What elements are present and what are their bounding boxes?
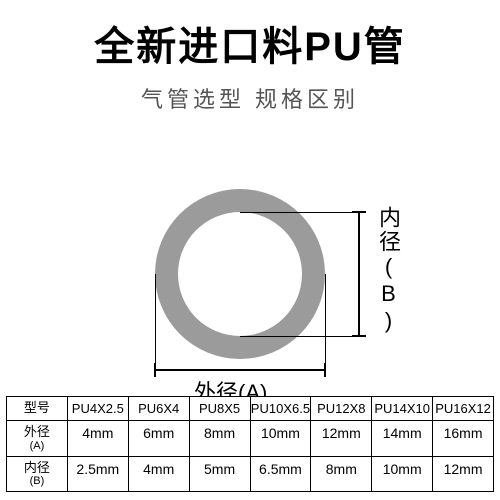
table-cell: PU6X4 <box>128 397 189 420</box>
table-cell: 16mm <box>432 420 493 455</box>
page-title: 全新进口料PU管 <box>0 0 500 72</box>
page: 全新进口料PU管 气管选型 规格区别 内径(B) 外径(A) 型号PU4X2.5… <box>0 0 500 500</box>
table-cell: 10mm <box>250 420 311 455</box>
outer-dim-line <box>155 369 325 371</box>
table-cell: 5mm <box>189 456 250 491</box>
table-cell: 4mm <box>128 456 189 491</box>
table-cell: 4mm <box>67 420 128 455</box>
table-cell: PU10X6.5 <box>250 397 311 420</box>
inner-dim-line <box>358 212 360 336</box>
table-cell: 10mm <box>371 456 432 491</box>
table-cell: 6mm <box>128 420 189 455</box>
table-cell: PU4X2.5 <box>67 397 128 420</box>
page-subtitle: 气管选型 规格区别 <box>0 82 500 114</box>
table-cell: 12mm <box>310 420 371 455</box>
inner-diameter-label: 内径(B) <box>372 206 404 335</box>
table-cell: 8mm <box>310 456 371 491</box>
outer-dim-ext-left <box>155 274 156 369</box>
spec-table: 型号PU4X2.5PU6X4PU8X5PU10X6.5PU12X8PU14X10… <box>6 396 494 492</box>
table-row-label: 型号 <box>7 397 67 420</box>
table-row-label: 内径(B) <box>7 456 67 491</box>
tube-cross-section-diagram: 内径(B) 外径(A) <box>0 124 500 404</box>
table-row-label: 外径(A) <box>7 420 67 455</box>
tube-inner-hole <box>178 212 302 336</box>
inner-dim-ext-bottom <box>240 336 358 337</box>
table-cell: 14mm <box>371 420 432 455</box>
outer-dim-ext-right <box>325 274 326 369</box>
table-cell: 2.5mm <box>67 456 128 491</box>
table-cell: PU12X8 <box>310 397 371 420</box>
table-cell: PU16X12 <box>432 397 493 420</box>
inner-dim-ext-top <box>240 212 358 213</box>
table-cell: 12mm <box>432 456 493 491</box>
table-cell: PU14X10 <box>371 397 432 420</box>
table-cell: 6.5mm <box>250 456 311 491</box>
table-cell: 8mm <box>189 420 250 455</box>
table-cell: PU8X5 <box>189 397 250 420</box>
